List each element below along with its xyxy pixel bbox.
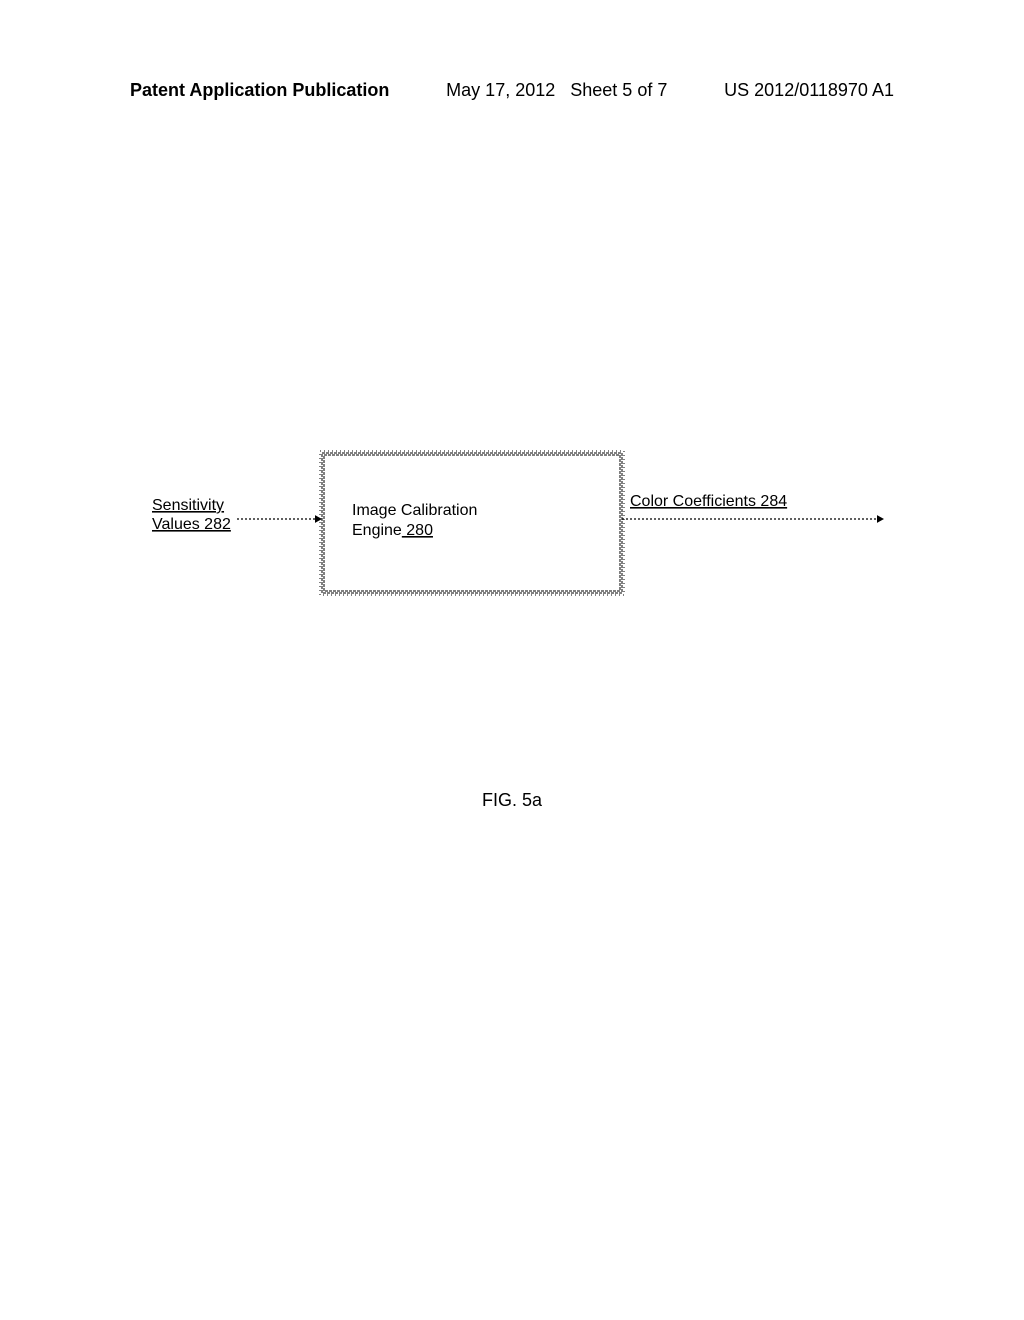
input-label-line2: Values 282: [152, 516, 231, 533]
input-label-line1: Sensitivity: [152, 497, 224, 514]
page-header: Patent Application Publication May 17, 2…: [0, 80, 1024, 101]
diagram-svg: Image Calibration Engine 280 Sensitivity Va…: [132, 435, 892, 635]
output-label: Color Coefficients 284: [630, 493, 787, 510]
header-pubno: US 2012/0118970 A1: [724, 80, 894, 101]
arrow-in-icon: [237, 515, 322, 523]
arrow-out-icon: [622, 515, 884, 523]
header-date: May 17, 2012: [446, 80, 555, 100]
svg-text:Image Calibration: Image Calibration: [352, 502, 477, 519]
page: Patent Application Publication May 17, 2…: [0, 0, 1024, 1320]
header-publication-type: Patent Application Publication: [130, 80, 389, 101]
block-diagram: Image Calibration Engine 280 Sensitivity Va…: [0, 435, 1024, 635]
figure-caption: FIG. 5a: [0, 790, 1024, 811]
header-date-sheet: May 17, 2012 Sheet 5 of 7: [446, 80, 667, 101]
header-sheet: Sheet 5 of 7: [570, 80, 667, 100]
svg-text:Engine 280: Engine 280: [352, 522, 433, 539]
